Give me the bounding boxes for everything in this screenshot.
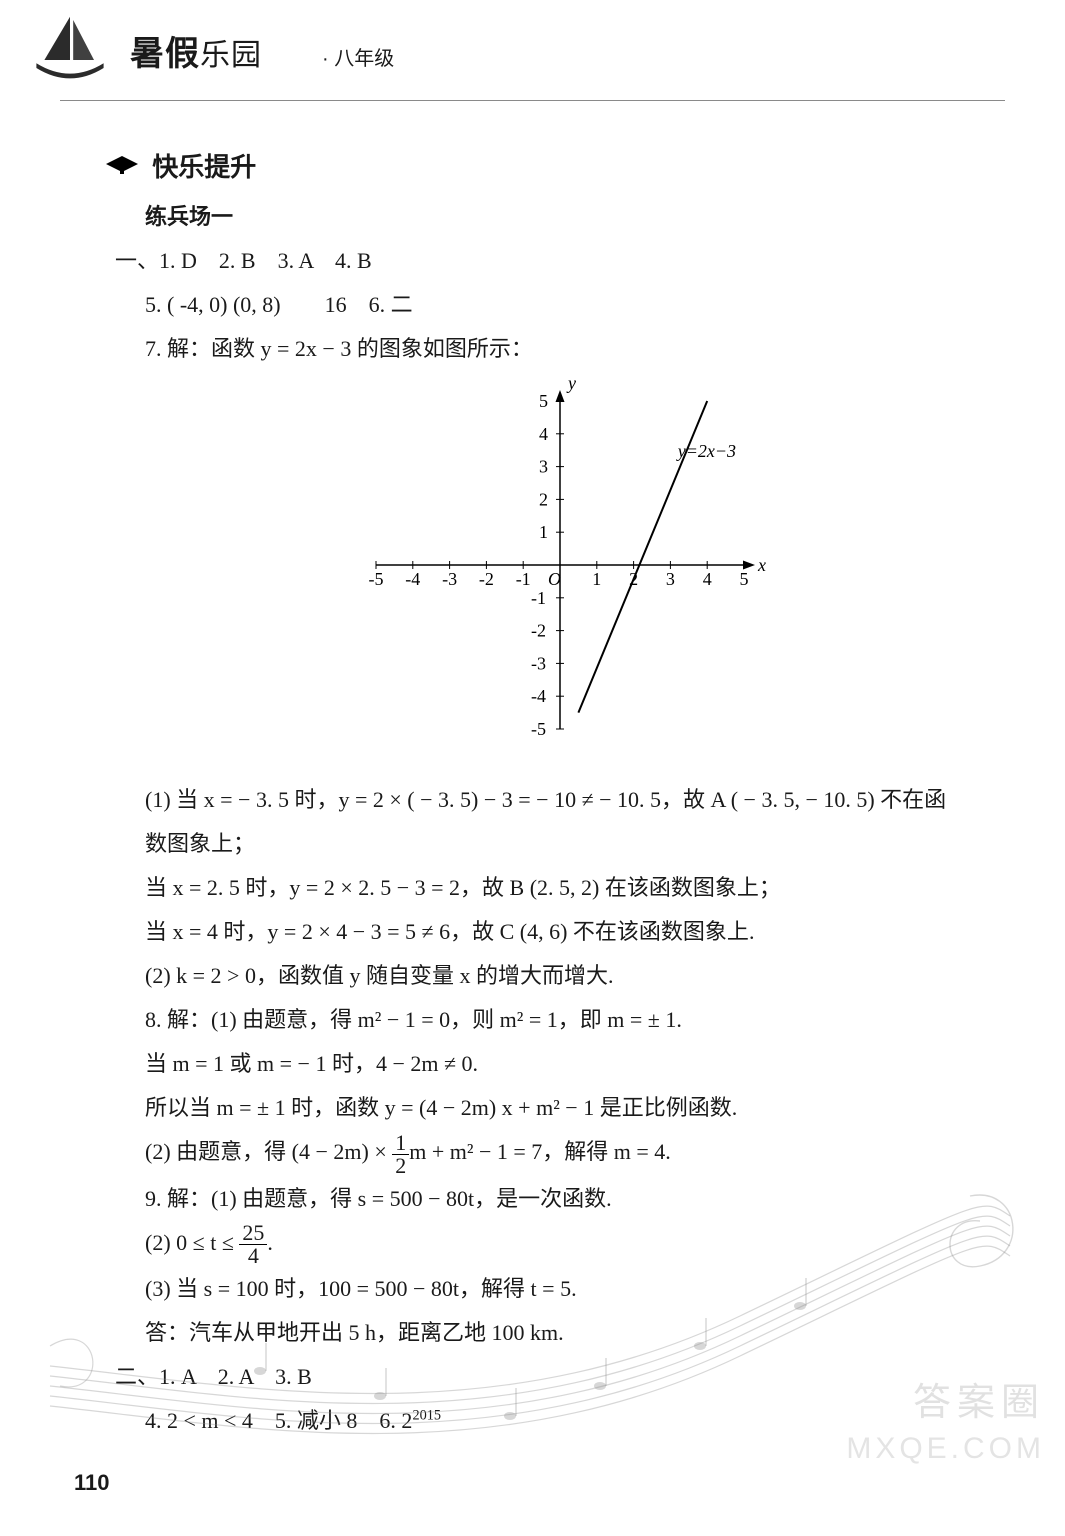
watermark-cn: 答案圈 <box>913 1371 1045 1426</box>
boat-icon <box>30 12 110 92</box>
q7-p1a: (1) 当 x = − 3. 5 时，y = 2 × ( − 3. 5) − 3… <box>145 778 1005 822</box>
watermark-en: MXQE.COM <box>846 1432 1045 1466</box>
svg-text:1: 1 <box>592 569 601 589</box>
q8-l1: 8. 解：(1) 由题意，得 m² − 1 = 0，则 m² = 1，即 m =… <box>145 998 1005 1042</box>
q8-l4: (2) 由题意，得 (4 − 2m) × 1 2 m + m² − 1 = 7，… <box>145 1130 1005 1176</box>
svg-text:-3: -3 <box>442 569 457 589</box>
svg-text:4: 4 <box>539 424 548 444</box>
svg-text:-3: -3 <box>531 654 546 674</box>
svg-text:5: 5 <box>740 569 749 589</box>
grade-label: · 八年级 <box>322 42 394 71</box>
frac-num: 25 <box>239 1222 267 1245</box>
svg-text:-1: -1 <box>516 569 531 589</box>
q9-l2: (2) 0 ≤ t ≤ 25 4 . <box>145 1221 1005 1267</box>
q7-intro: 7. 解：函数 y = 2x − 3 的图象如图所示： <box>145 327 1005 371</box>
q7-p3: 当 x = 4 时，y = 2 × 4 − 3 = 5 ≠ 6，故 C (4, … <box>145 910 1005 954</box>
svg-text:3: 3 <box>666 569 675 589</box>
q8-l4b: m + m² − 1 = 7，解得 m = 4. <box>409 1139 671 1164</box>
frac-25-4: 25 4 <box>239 1222 267 1267</box>
q9-l2a: (2) 0 ≤ t ≤ <box>145 1230 239 1255</box>
part2-l2a: 4. 2 < m < 4 5. 减小 8 6. 2 <box>145 1408 412 1433</box>
svg-text:2: 2 <box>539 490 548 510</box>
part1-prefix: 一、 <box>115 248 159 273</box>
part1-items: 1. D 2. B 3. A 4. B <box>159 248 372 273</box>
title: 暑假乐园 <box>130 26 262 75</box>
svg-text:-5: -5 <box>531 719 546 739</box>
svg-text:y: y <box>566 375 576 393</box>
section-happy: 快乐提升 <box>105 141 1005 195</box>
part2-prefix: 二、 <box>115 1364 159 1389</box>
page: 暑假乐园 · 八年级 快乐提升 练兵场一 一、1. D 2. B 3. A 4.… <box>0 0 1065 1536</box>
frac-num: 1 <box>392 1132 409 1155</box>
q9-l4: 答：汽车从甲地开出 5 h，距离乙地 100 km. <box>145 1311 1005 1355</box>
q8-l4a: (2) 由题意，得 (4 − 2m) × <box>145 1139 392 1164</box>
q7-p2: 当 x = 2. 5 时，y = 2 × 2. 5 − 3 = 2，故 B (2… <box>145 866 1005 910</box>
svg-text:1: 1 <box>539 522 548 542</box>
svg-text:-2: -2 <box>531 621 546 641</box>
page-number: 110 <box>74 1470 110 1496</box>
chart-y-2x-3: -5-4-3-2-112345-5-4-3-2-112345Oxyy=2x−3 <box>115 375 1005 770</box>
svg-text:-5: -5 <box>369 569 384 589</box>
q9-l2b: . <box>267 1230 273 1255</box>
part2-l1: 1. A 2. A 3. B <box>159 1364 312 1389</box>
svg-text:-4: -4 <box>405 569 420 589</box>
svg-text:O: O <box>548 569 561 589</box>
svg-text:3: 3 <box>539 457 548 477</box>
arena-label: 练兵场一 <box>145 195 1005 239</box>
svg-text:4: 4 <box>703 569 712 589</box>
title-main: 暑假 <box>130 35 200 73</box>
frac-den: 4 <box>239 1245 267 1267</box>
part2-l2-sup: 2015 <box>412 1408 441 1424</box>
q7-p1b: 数图象上； <box>145 822 1005 866</box>
graduation-cap-icon <box>105 143 139 195</box>
q8-l3: 所以当 m = ± 1 时，函数 y = (4 − 2m) x + m² − 1… <box>145 1086 1005 1130</box>
svg-text:-4: -4 <box>531 686 546 706</box>
part2-line1: 二、1. A 2. A 3. B <box>115 1355 1005 1399</box>
section-happy-title: 快乐提升 <box>152 152 256 182</box>
q9-l3: (3) 当 s = 100 时，100 = 500 − 80t，解得 t = 5… <box>145 1267 1005 1311</box>
q9-l1: 9. 解：(1) 由题意，得 s = 500 − 80t，是一次函数. <box>145 1177 1005 1221</box>
q8-l2: 当 m = 1 或 m = − 1 时，4 − 2m ≠ 0. <box>145 1042 1005 1086</box>
svg-text:-1: -1 <box>531 588 546 608</box>
content: 快乐提升 练兵场一 一、1. D 2. B 3. A 4. B 5. ( -4,… <box>60 141 1005 1443</box>
part1-line2: 5. ( -4, 0) (0, 8) 16 6. 二 <box>145 283 1005 327</box>
title-sub: 乐园 <box>200 39 262 72</box>
svg-text:y=2x−3: y=2x−3 <box>676 441 736 461</box>
svg-text:-2: -2 <box>479 569 494 589</box>
svg-text:x: x <box>757 555 766 575</box>
part1-line1: 一、1. D 2. B 3. A 4. B <box>115 239 1005 283</box>
frac-den: 2 <box>392 1155 409 1177</box>
q7-p4: (2) k = 2 > 0，函数值 y 随自变量 x 的增大而增大. <box>145 954 1005 998</box>
line-chart: -5-4-3-2-112345-5-4-3-2-112345Oxyy=2x−3 <box>350 375 770 755</box>
page-header: 暑假乐园 · 八年级 <box>60 20 1005 101</box>
svg-text:5: 5 <box>539 391 548 411</box>
frac-1-2: 1 2 <box>392 1132 409 1177</box>
